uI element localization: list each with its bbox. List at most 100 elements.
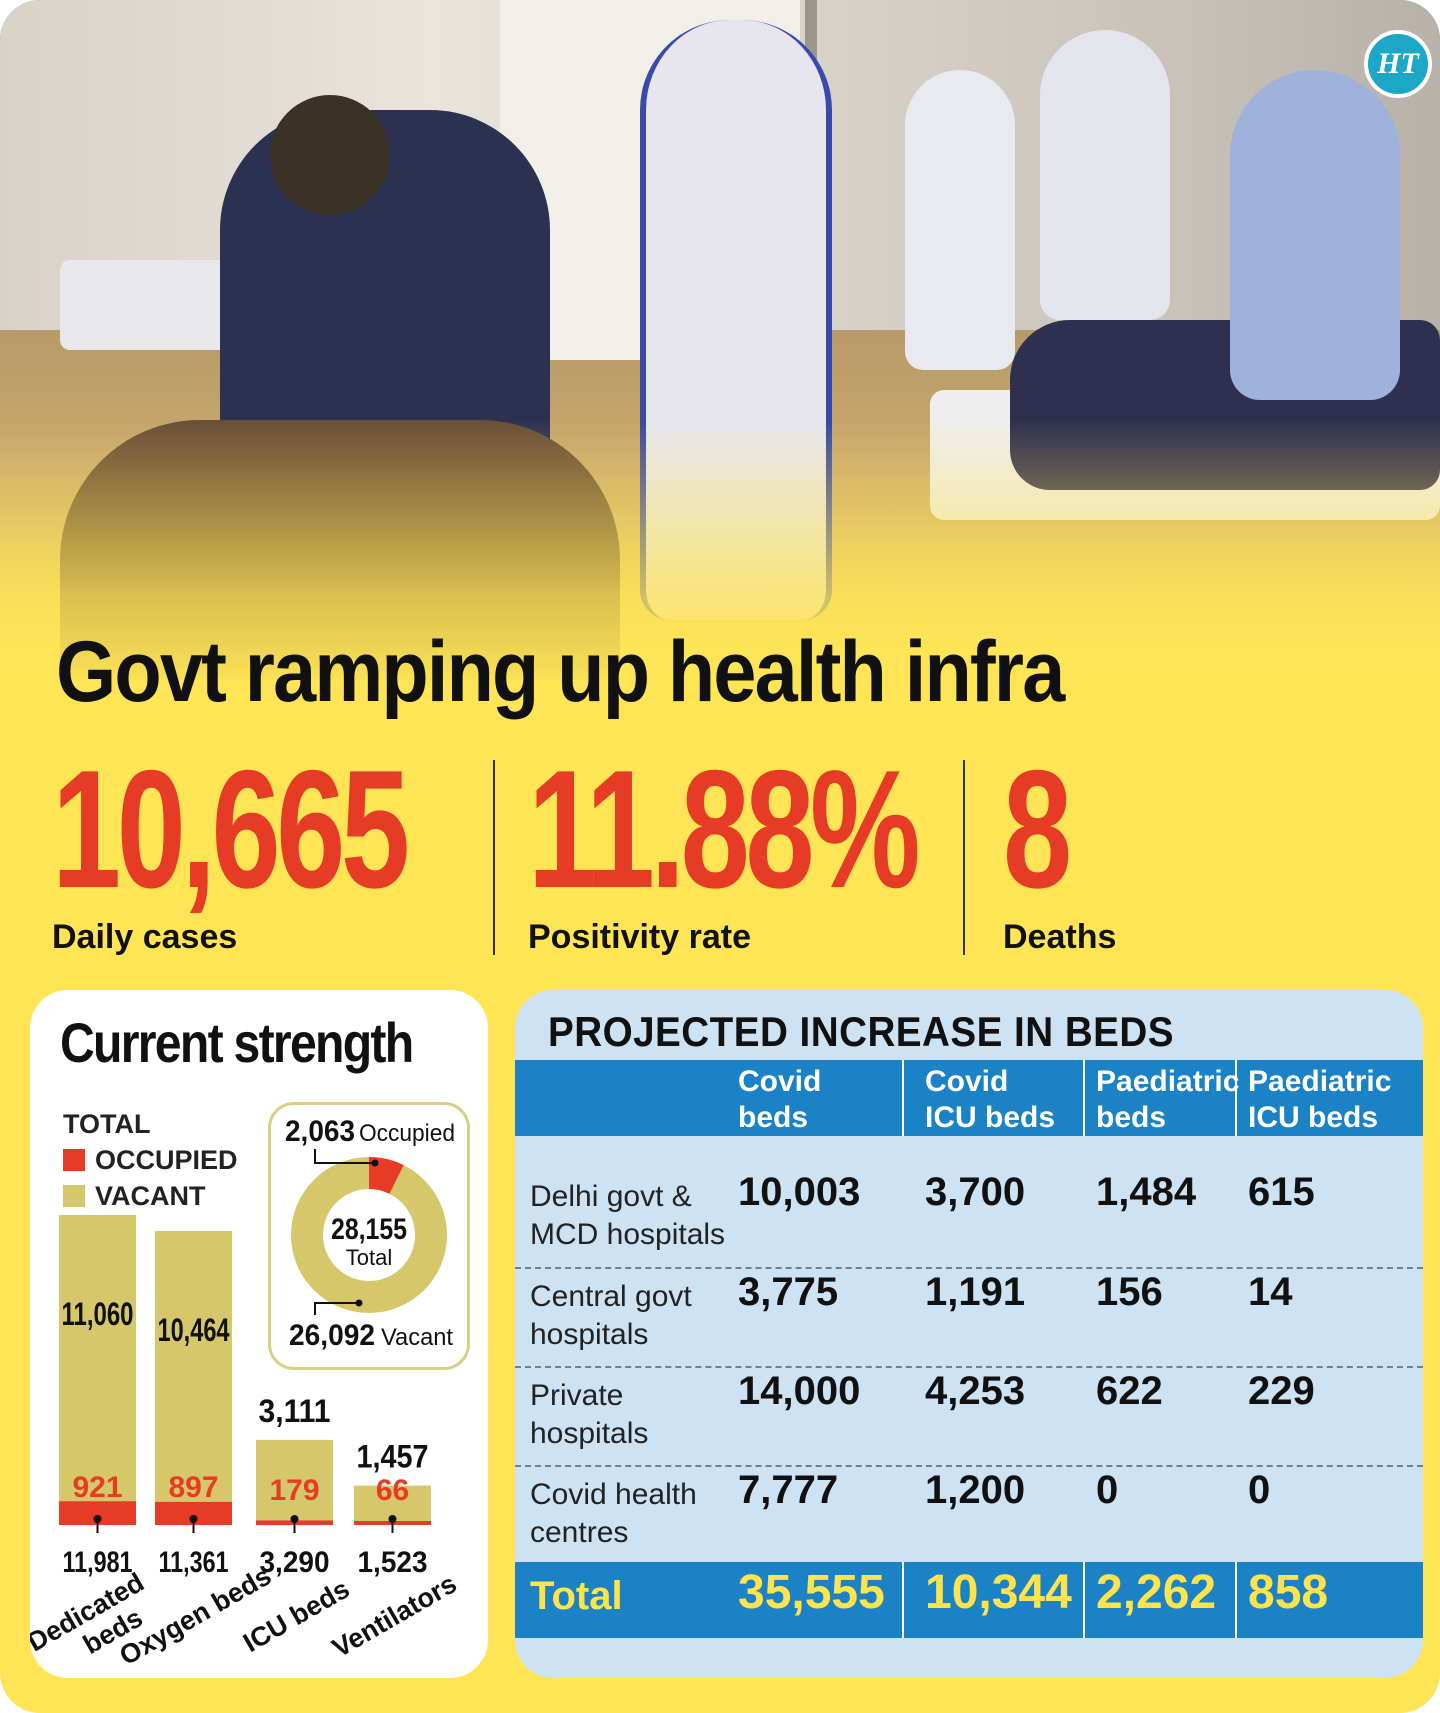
- bar-vacant: [155, 1231, 232, 1502]
- row-label-delhi-govt: Delhi govt & MCD hospitals: [530, 1178, 725, 1254]
- col-header-paediatric-beds: Paediatric beds: [1096, 1064, 1239, 1136]
- row-label-line: centres: [530, 1516, 629, 1549]
- current-strength-title: Current strength: [60, 1011, 414, 1074]
- stat-deaths: 8 Deaths: [1003, 735, 1116, 956]
- row-label-line: Private: [530, 1379, 624, 1412]
- donut-center-value: 28,155: [331, 1213, 407, 1246]
- stat-label: Positivity rate: [528, 918, 751, 956]
- col-header-line: Covid: [738, 1065, 822, 1098]
- col-header-paediatric-icu-beds: Paediatric ICU beds: [1248, 1064, 1391, 1136]
- col-header-line: Covid: [925, 1065, 1009, 1098]
- bar-category-label: Ventilators: [327, 1568, 462, 1663]
- bar-vacant-label: 10,464: [158, 1312, 230, 1348]
- photo-patient-head: [270, 95, 390, 215]
- bar-vacant-label: 3,111: [259, 1393, 331, 1429]
- photo-ppe-worker: [1230, 70, 1400, 400]
- table-cell: 0: [1248, 1468, 1271, 1512]
- table-cell: 3,700: [925, 1170, 1026, 1214]
- bar-occupied-label: 921: [72, 1471, 122, 1504]
- bar-occupied: [155, 1501, 232, 1525]
- col-header-line: beds: [738, 1101, 809, 1134]
- photo-fade: [0, 420, 1440, 690]
- stat-label: Daily cases: [52, 918, 238, 956]
- legend-total-label: TOTAL: [63, 1109, 151, 1139]
- legend-total: TOTAL: [63, 1106, 238, 1142]
- table-cell: 1,191: [925, 1270, 1026, 1314]
- stat-divider: [963, 760, 965, 955]
- row-divider: [515, 1267, 1423, 1269]
- stat-positivity-rate: 11.88% Positivity rate: [528, 735, 1053, 956]
- bar-total-label: 3,290: [260, 1546, 330, 1579]
- table-cell: 1,484: [1096, 1170, 1197, 1214]
- column-divider: [1083, 1562, 1085, 1638]
- table-cell: 14,000: [738, 1369, 861, 1413]
- table-cell: 10,003: [738, 1170, 861, 1214]
- bar-total-label: 1,523: [358, 1546, 428, 1579]
- stat-value: 8: [1003, 735, 1072, 923]
- donut-vacant-name: Vacant: [381, 1324, 453, 1351]
- legend-vacant-label: VACANT: [95, 1181, 206, 1211]
- row-label-line: Central govt: [530, 1280, 692, 1313]
- bar-vacant: [59, 1215, 136, 1502]
- col-header-covid-beds: Covid beds: [738, 1064, 821, 1136]
- current-strength-panel: Current strength TOTAL OCCUPIED VACANT 1…: [30, 990, 488, 1678]
- table-cell: 229: [1248, 1369, 1315, 1413]
- stat-divider: [493, 760, 495, 955]
- legend-occupied: OCCUPIED: [63, 1142, 238, 1178]
- row-divider: [515, 1465, 1423, 1467]
- ht-logo: HT: [1364, 30, 1432, 98]
- bar-total-label: 11,981: [63, 1546, 133, 1579]
- donut-occupied-value: 2,063: [285, 1115, 355, 1148]
- table-cell: 3,775: [738, 1270, 839, 1314]
- donut-occupied-name: Occupied: [359, 1120, 455, 1147]
- column-divider: [902, 1060, 904, 1136]
- col-header-covid-icu-beds: Covid ICU beds: [925, 1064, 1055, 1136]
- stat-value: 11.88%: [528, 735, 921, 923]
- hero-photo: [0, 0, 1440, 690]
- column-divider: [1235, 1060, 1237, 1136]
- donut-occupied-leader: [314, 1149, 375, 1164]
- table-cell: 14: [1248, 1270, 1293, 1314]
- bar-occupied-label: 897: [168, 1471, 218, 1504]
- table-cell: 0: [1096, 1468, 1119, 1512]
- col-header-line: Paediatric: [1096, 1065, 1240, 1098]
- legend-occupied-label: OCCUPIED: [95, 1145, 238, 1175]
- column-divider: [1235, 1562, 1237, 1638]
- donut-vacant-leader: [314, 1302, 359, 1315]
- photo-ppe-worker: [1040, 30, 1170, 320]
- row-label-line: Delhi govt &: [530, 1180, 692, 1213]
- total-value: 35,555: [738, 1566, 885, 1619]
- bar-category-label-group: Ventilators: [327, 1568, 462, 1663]
- legend-vacant: VACANT: [63, 1178, 238, 1214]
- row-label-line: hospitals: [530, 1318, 649, 1351]
- col-header-line: beds: [1096, 1101, 1167, 1134]
- projected-beds-title: PROJECTED INCREASE IN BEDS: [548, 1008, 1175, 1055]
- donut-slice-occupied: [291, 1157, 447, 1313]
- donut-center-label: Total: [346, 1245, 392, 1270]
- photo-ppe-worker: [905, 70, 1015, 370]
- col-header-line: ICU beds: [925, 1101, 1056, 1134]
- bar-legend: TOTAL OCCUPIED VACANT: [63, 1106, 238, 1214]
- row-label-line: MCD hospitals: [530, 1218, 726, 1251]
- table-cell: 1,200: [925, 1468, 1026, 1512]
- legend-vacant-swatch: [63, 1185, 85, 1207]
- stat-label: Deaths: [1003, 918, 1117, 956]
- stat-daily-cases: 10,665 Daily cases: [52, 735, 530, 956]
- row-label-line: Covid health: [530, 1478, 697, 1511]
- stat-value: 10,665: [52, 735, 410, 923]
- col-header-line: ICU beds: [1248, 1101, 1379, 1134]
- table-total-row: [515, 1562, 1423, 1638]
- row-divider: [515, 1366, 1423, 1368]
- table-cell: 622: [1096, 1369, 1163, 1413]
- row-label-line: hospitals: [530, 1417, 649, 1450]
- headline: Govt ramping up health infra: [56, 624, 1065, 720]
- donut-box: 28,155 Total 2,063 Occupied 26,092 Vacant: [268, 1102, 470, 1370]
- table-header: [515, 1060, 1423, 1136]
- bar-total-label: 11,361: [159, 1546, 229, 1579]
- donut-occupied-dot: [371, 1159, 379, 1167]
- row-label-central-govt: Central govt hospitals: [530, 1278, 692, 1354]
- total-value: 2,262: [1096, 1566, 1217, 1619]
- donut-vacant-value: 26,092: [289, 1319, 375, 1352]
